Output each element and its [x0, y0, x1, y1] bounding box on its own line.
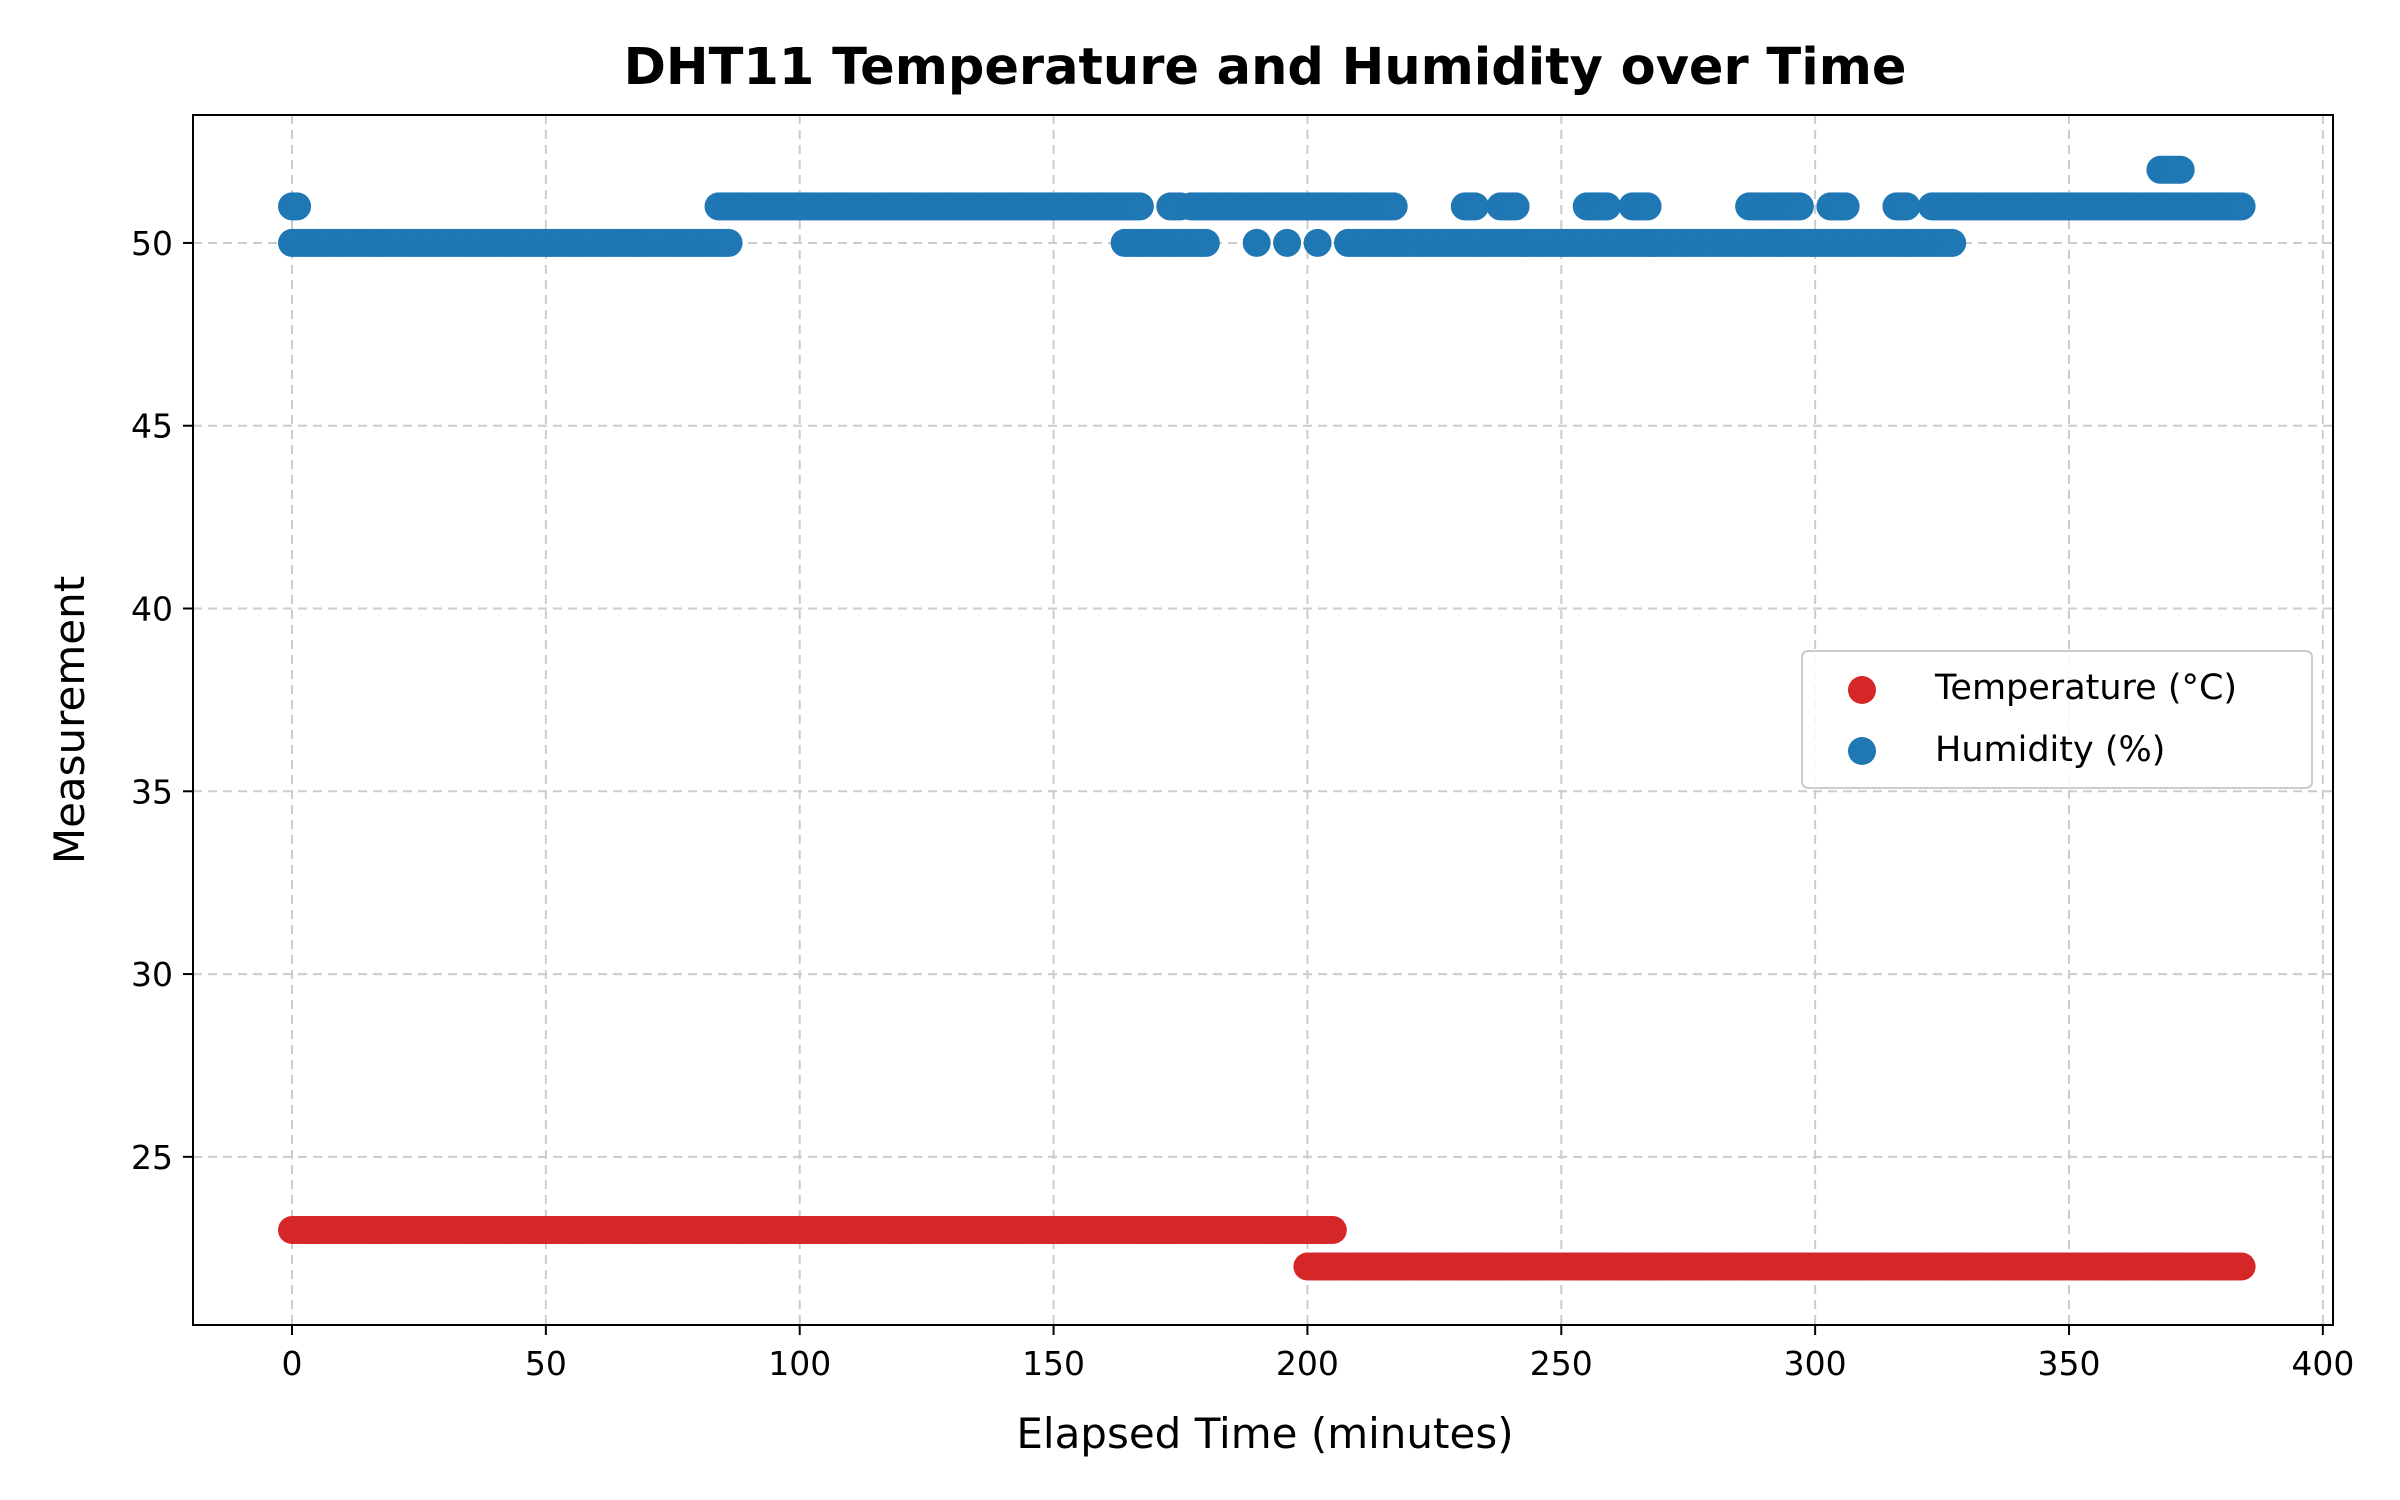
data-point — [1501, 192, 1530, 221]
legend-label-humidity: Humidity (%) — [1935, 730, 2165, 770]
y-tick-label: 35 — [131, 772, 173, 811]
data-point — [1191, 228, 1220, 257]
chart-title: DHT11 Temperature and Humidity over Time — [624, 38, 1907, 97]
data-point — [1242, 228, 1271, 257]
plot-frame — [192, 114, 2334, 1326]
y-tick-label: 30 — [131, 955, 173, 994]
data-point — [1593, 192, 1621, 221]
axis-ticks: 0 50 100 150 200 250 300 350 400 25 30 35 40 45 50 — [131, 224, 2354, 1383]
data-point — [1892, 192, 1921, 221]
data-points — [278, 155, 2256, 1281]
x-tick-label: 250 — [1530, 1344, 1593, 1383]
y-tick-label: 25 — [131, 1138, 173, 1177]
data-point — [1461, 192, 1489, 221]
data-point — [1273, 228, 1302, 257]
data-point — [1303, 228, 1332, 257]
data-point — [714, 228, 743, 257]
data-point — [1379, 192, 1408, 221]
x-tick-label: 400 — [2291, 1344, 2354, 1383]
data-point — [1938, 228, 1967, 257]
data-point — [1785, 192, 1814, 221]
legend-marker-humidity — [1848, 737, 1876, 765]
series-humidity — [278, 155, 2256, 257]
x-tick-label: 0 — [282, 1344, 303, 1383]
x-tick-label: 300 — [1784, 1344, 1847, 1383]
data-point — [2227, 1252, 2256, 1281]
legend-marker-temperature — [1848, 676, 1876, 704]
x-tick-label: 100 — [768, 1344, 831, 1383]
legend-box — [1801, 650, 2313, 789]
x-axis-label: Elapsed Time (minutes) — [1016, 1409, 1513, 1458]
data-point — [1831, 192, 1860, 221]
legend: Temperature (°C) Humidity (%) — [1801, 650, 2313, 789]
x-tick-label: 50 — [525, 1344, 567, 1383]
data-point — [1633, 192, 1662, 221]
legend-label-temperature: Temperature (°C) — [1934, 668, 2237, 708]
series-temperature — [278, 1216, 2256, 1281]
x-tick-label: 150 — [1022, 1344, 1085, 1383]
data-point — [1125, 192, 1154, 221]
y-tick-label: 45 — [131, 407, 173, 446]
x-tick-label: 350 — [2037, 1344, 2100, 1383]
data-point — [1318, 1216, 1347, 1244]
data-point — [2166, 155, 2195, 184]
y-tick-label: 40 — [131, 590, 173, 629]
x-tick-label: 200 — [1276, 1344, 1339, 1383]
data-point — [2227, 192, 2256, 221]
y-tick-label: 50 — [131, 224, 173, 263]
y-axis-label: Measurement — [45, 576, 94, 864]
data-point — [283, 192, 312, 221]
